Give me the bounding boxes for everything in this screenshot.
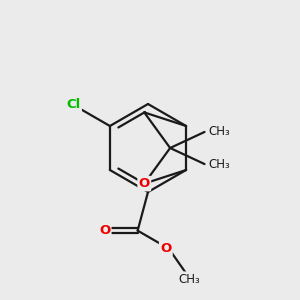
Text: O: O	[139, 177, 150, 190]
Text: CH₃: CH₃	[208, 158, 230, 171]
Text: CH₃: CH₃	[208, 125, 230, 138]
Text: O: O	[99, 224, 110, 237]
Text: Cl: Cl	[66, 98, 81, 112]
Text: CH₃: CH₃	[178, 273, 200, 286]
Text: O: O	[160, 242, 171, 255]
